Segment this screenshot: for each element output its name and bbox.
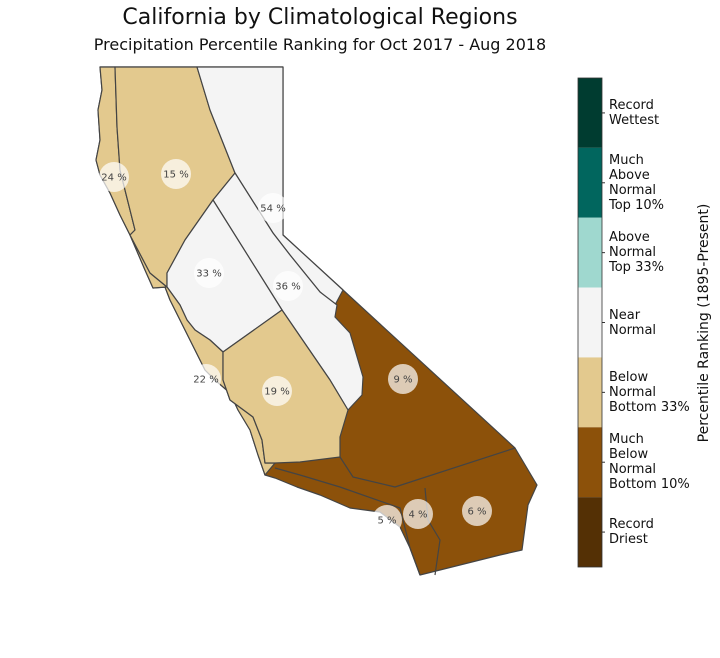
colorbar-label-line: Above xyxy=(609,230,650,246)
region-label-bubble xyxy=(194,258,224,288)
colorbar-label: Below Normal Bottom 33% xyxy=(609,370,690,415)
colorbar-label-line: Much xyxy=(609,432,644,448)
colorbar-segment xyxy=(578,147,602,218)
region-label-bubble xyxy=(161,159,191,189)
colorbar-label-line: Normal xyxy=(609,322,657,338)
colorbar-label-line: Top 33% xyxy=(609,260,664,276)
region-value-label: 15 % xyxy=(163,170,188,181)
region-value-label: 9 % xyxy=(393,375,412,386)
colorbar-label: Much Above Normal Top 10% xyxy=(609,153,664,213)
colorbar-label: Record Driest xyxy=(609,517,654,547)
region-label-bubble xyxy=(462,496,492,526)
colorbar-label: Near Normal xyxy=(609,308,656,338)
region-value-label: 22 % xyxy=(193,375,218,386)
map-title: California by Climatological Regions xyxy=(122,5,518,30)
region-label-bubble xyxy=(388,364,418,394)
colorbar-label: Above Normal Top 33% xyxy=(609,230,664,275)
region-value-label: 54 % xyxy=(260,204,285,215)
region-label-bubble xyxy=(372,505,402,535)
colorbar-label-line: Normal xyxy=(609,384,657,400)
colorbar-label-line: Wettest xyxy=(609,112,660,128)
region-label-bubble xyxy=(258,193,288,223)
region-value-label: 36 % xyxy=(275,282,300,293)
region-value-label: 4 % xyxy=(408,510,427,521)
colorbar-label: Record Wettest xyxy=(609,98,659,128)
colorbar-label-line: Near xyxy=(609,307,641,323)
colorbar-label-line: Below xyxy=(609,369,649,385)
colorbar-label-line: Top 10% xyxy=(609,197,664,213)
colorbar-label-line: Much xyxy=(609,152,644,168)
region-label-bubble xyxy=(273,271,303,301)
colorbar-label-line: Below xyxy=(609,447,649,463)
boundary-line xyxy=(274,467,421,576)
colorbar-segment xyxy=(578,78,602,148)
boundary-line xyxy=(339,447,516,488)
colorbar-frame xyxy=(577,77,603,568)
colorbar-label-line: Above xyxy=(609,167,650,183)
colorbar-label-line: Bottom 10% xyxy=(609,477,690,493)
colorbar-segment xyxy=(578,217,602,288)
region-value-label: 6 % xyxy=(467,507,486,518)
region-label-bubble xyxy=(99,162,129,192)
colorbar-label-line: Driest xyxy=(609,532,648,548)
colorbar-axis-label: Percentile Ranking (1895-Present) xyxy=(696,203,712,443)
map-subtitle: Precipitation Percentile Ranking for Oct… xyxy=(93,35,547,54)
colorbar-segment xyxy=(578,287,602,358)
colorbar-label-line: Bottom 33% xyxy=(609,399,690,415)
colorbar-label-line: Record xyxy=(609,517,654,533)
colorbar-label: Much Below Normal Bottom 10% xyxy=(609,432,690,492)
region-value-label: 24 % xyxy=(101,173,126,184)
colorbar-segment xyxy=(578,497,602,567)
region-label-bubble xyxy=(191,364,221,394)
region-value-label: 19 % xyxy=(264,387,289,398)
region-value-label: 5 % xyxy=(377,516,396,527)
colorbar-segment xyxy=(578,427,602,498)
region-label-bubble xyxy=(403,499,433,529)
region-value-label: 33 % xyxy=(196,269,221,280)
colorbar-segment xyxy=(578,357,602,428)
colorbar-label-line: Normal xyxy=(609,462,657,478)
region-label-bubble xyxy=(262,376,292,406)
colorbar-label-line: Normal xyxy=(609,182,657,198)
colorbar-label-line: Normal xyxy=(609,245,657,261)
colorbar-label-line: Record xyxy=(609,97,654,113)
